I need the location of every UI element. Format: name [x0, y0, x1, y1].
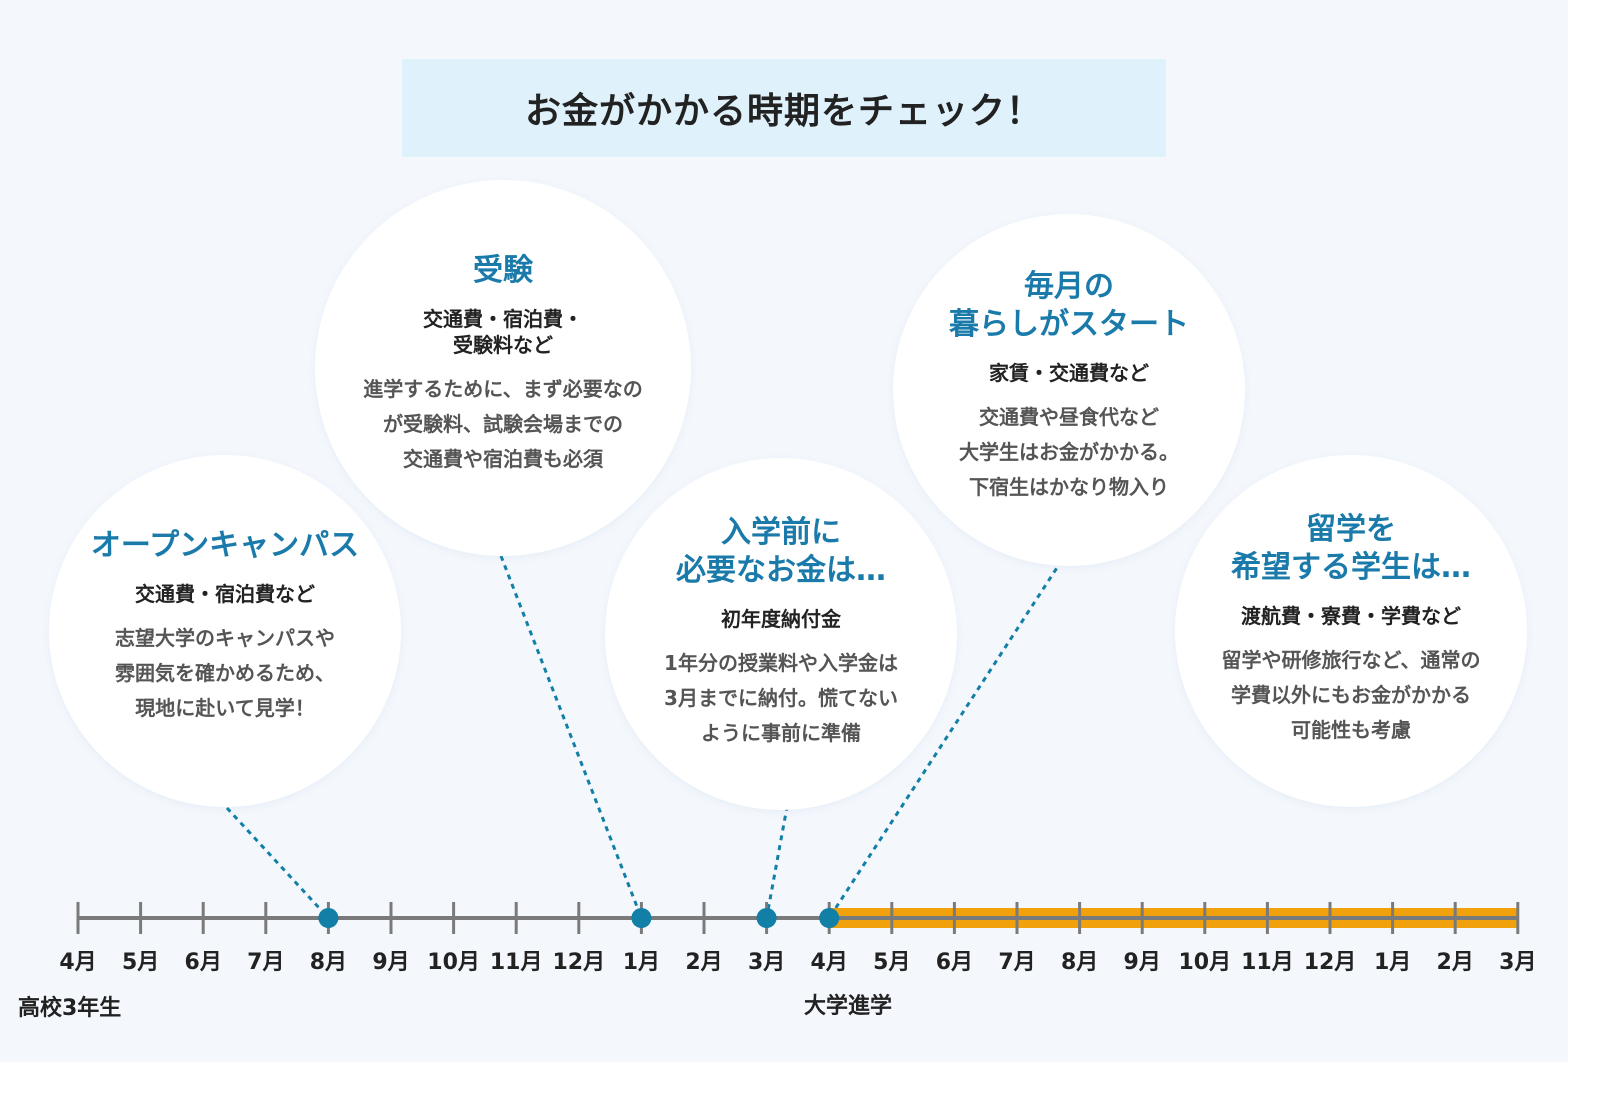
month-label: 5月: [121, 950, 160, 975]
month-label: 9月: [1123, 950, 1161, 975]
connector-line-monthly: [827, 559, 1064, 919]
bubble-open-campus: オープンキャンパス 交通費・宿泊費など 志望大学のキャンパスや 雰囲気を確かめる…: [49, 455, 401, 807]
bubble-description: 志望大学のキャンパスや 雰囲気を確かめるため、 現地に赴いて見学！: [115, 626, 335, 720]
month-label: 5月: [873, 950, 911, 975]
month-label: 3月: [747, 950, 786, 975]
month-label: 11月: [1241, 950, 1294, 975]
bubble-subtitle: 初年度納付金: [721, 607, 841, 631]
month-label: 12月: [552, 950, 606, 975]
month-label: 6月: [935, 950, 974, 975]
bubble-study-abroad: 留学を 希望する学生は… 渡航費・寮費・学費など 留学や研修旅行など、通常の 学…: [1175, 455, 1527, 807]
bubble-subtitle: 交通費・宿泊費など: [135, 582, 315, 606]
connector-line-prepay: [765, 795, 791, 919]
bubble-monthly-living: 毎月の 暮らしがスタート 家賃・交通費など 交通費や昼食代など 大学生はお金がか…: [893, 214, 1245, 566]
bubble-description: 1年分の授業料や入学金は 3月までに納付。慌てない ように事前に準備: [664, 651, 898, 745]
bubble-description: 進学するために、まず必要なの が受験料、試験会場までの 交通費や宿泊費も必須: [363, 377, 643, 471]
month-label: 10月: [1178, 950, 1232, 975]
bubble-title: 受験: [473, 253, 533, 288]
month-label: 7月: [998, 950, 1036, 975]
bubble-subtitle: 家賃・交通費など: [989, 361, 1149, 385]
milestone-dot: [819, 908, 840, 928]
bubble-description: 交通費や昼食代など 大学生はお金がかかる。 下宿生はかなり物入り: [959, 405, 1179, 499]
month-label: 11月: [489, 950, 543, 975]
month-label: 12月: [1303, 950, 1357, 975]
year-label-high-school: 高校3年生: [18, 996, 122, 1021]
month-label: 3月: [1499, 950, 1537, 975]
month-label: 10月: [427, 950, 480, 975]
bubble-title: オープンキャンパス: [90, 528, 360, 563]
month-label: 7月: [247, 950, 285, 975]
connector-line-exam: [499, 555, 643, 919]
month-label: 1月: [622, 950, 661, 975]
milestone-dot: [756, 908, 777, 928]
month-label: 6月: [184, 950, 222, 975]
bubble-subtitle: 渡航費・寮費・学費など: [1241, 604, 1461, 628]
bubble-pre-enrollment: 入学前に 必要なお金は… 初年度納付金 1年分の授業料や入学金は 3月までに納付…: [605, 458, 957, 810]
bubble-title: 毎月の 暮らしがスタート: [949, 269, 1189, 342]
bubble-exam: 受験 交通費・宿泊費・ 受験料など 進学するために、まず必要なの が受験料、試験…: [315, 180, 691, 556]
month-label: 8月: [1060, 950, 1099, 975]
month-label: 2月: [1436, 950, 1474, 975]
month-label: 2月: [685, 950, 723, 975]
year-label-university: 大学進学: [804, 994, 893, 1019]
month-label: 1月: [1373, 950, 1412, 975]
milestone-dot: [318, 908, 339, 928]
month-label: 9月: [372, 950, 410, 975]
bubble-description: 留学や研修旅行など、通常の 学費以外にもお金がかかる 可能性も考慮: [1221, 648, 1481, 742]
bubble-title: 留学を 希望する学生は…: [1231, 512, 1471, 585]
page-title: お金がかかる時期をチェック！: [524, 91, 1043, 132]
month-label: 4月: [59, 950, 97, 975]
bubble-subtitle: 交通費・宿泊費・ 受験料など: [423, 307, 583, 357]
connector-line-opencampus: [225, 806, 330, 920]
month-label: 4月: [810, 950, 848, 975]
milestone-dot: [631, 908, 652, 928]
header-banner: お金がかかる時期をチェック！: [402, 59, 1166, 157]
bubble-title: 入学前に 必要なお金は…: [676, 515, 886, 588]
month-label: 8月: [309, 950, 348, 975]
